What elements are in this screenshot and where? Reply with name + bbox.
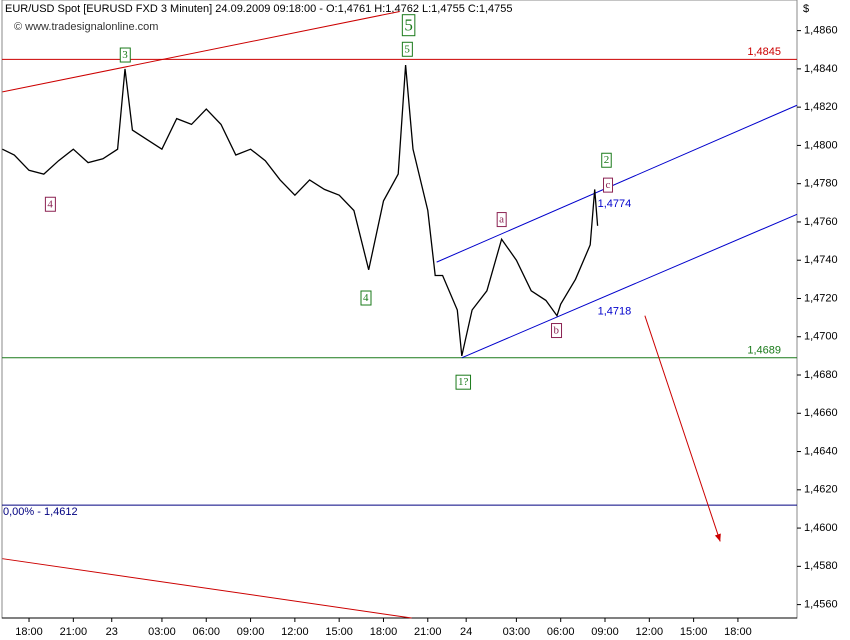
wave-label: a [499,214,504,226]
trend-line [461,213,798,359]
source: © www.tradesignalonline.com [14,21,158,33]
y-tick-label: 1,4800 [804,139,838,151]
x-tick-label: 09:00 [591,626,619,638]
level-label: 1,4845 [747,46,781,58]
x-tick-label: 23 [106,626,118,638]
wave-label: b [554,325,560,337]
y-tick-label: 1,4760 [804,216,838,228]
wave-label-box [496,212,507,228]
wave-label-box [119,47,131,63]
trend-label: 1,4718 [598,306,632,318]
y-tick-label: 1,4780 [804,178,838,190]
x-tick-label: 21:00 [414,626,442,638]
x-tick-label: 12:00 [281,626,309,638]
level-label: 1,4689 [747,345,781,357]
x-tick-label: 06:00 [192,626,220,638]
chart-title: EUR/USD Spot [EURUSD FXD 3 Minuten] 24.0… [5,3,513,15]
trend-line [436,104,798,263]
y-tick-label: 1,4660 [804,407,838,419]
x-tick-label: 03:00 [503,626,531,638]
wave-label: 1? [458,376,469,388]
y-tick-label: 1,4640 [804,445,838,457]
wave-label-box [401,14,416,37]
trend-line [2,558,412,619]
x-tick-label: 03:00 [148,626,176,638]
x-tick-label: 15:00 [680,626,708,638]
wave-label: 4 [47,198,53,210]
x-tick-label: 18:00 [370,626,398,638]
x-tick-label: 06:00 [547,626,575,638]
forecast-arrow [644,315,721,542]
wave-label-box [44,196,56,212]
x-tick-label: 09:00 [237,626,265,638]
y-tick-label: 1,4820 [804,101,838,113]
trend-label: 1,4774 [598,198,632,210]
wave-label-box [455,374,472,390]
y-tick-label: 1,4600 [804,522,838,534]
y-tick-label: 1,4860 [804,25,838,37]
wave-label: 4 [363,292,369,304]
wave-label: c [606,179,611,191]
x-tick-label: 21:00 [60,626,88,638]
wave-label-box [401,41,413,57]
y-tick-label: 1,4700 [804,331,838,343]
y-tick-label: 1,4740 [804,254,838,266]
y-tick-label: 1,4680 [804,369,838,381]
panel-label: 0,00% - 1,4612 [3,506,78,518]
x-tick-label: 15:00 [325,626,353,638]
y-tick-label: 1,4720 [804,292,838,304]
wave-label-box [360,290,372,306]
x-tick-label: 18:00 [724,626,752,638]
y-tick-label: 1,4620 [804,484,838,496]
wave-label-box [601,152,612,168]
wave-label: 5 [404,43,410,55]
y-tick-label: 1,4560 [804,599,838,611]
x-tick-label: 24 [460,626,472,638]
y-tick-label: 1,4580 [804,560,838,572]
y-tick-label: 1,4840 [804,63,838,75]
wave-label: 5 [404,16,413,35]
trend-line [2,10,400,93]
x-tick-label: 18:00 [15,626,43,638]
wave-label-box [603,177,614,193]
wave-label: 3 [122,49,128,61]
x-tick-label: 12:00 [636,626,664,638]
axis-unit: $ [803,3,809,15]
price-line [2,65,599,357]
arrow-head [714,533,721,542]
wave-label-box [551,323,563,339]
wave-label: 2 [604,154,610,166]
